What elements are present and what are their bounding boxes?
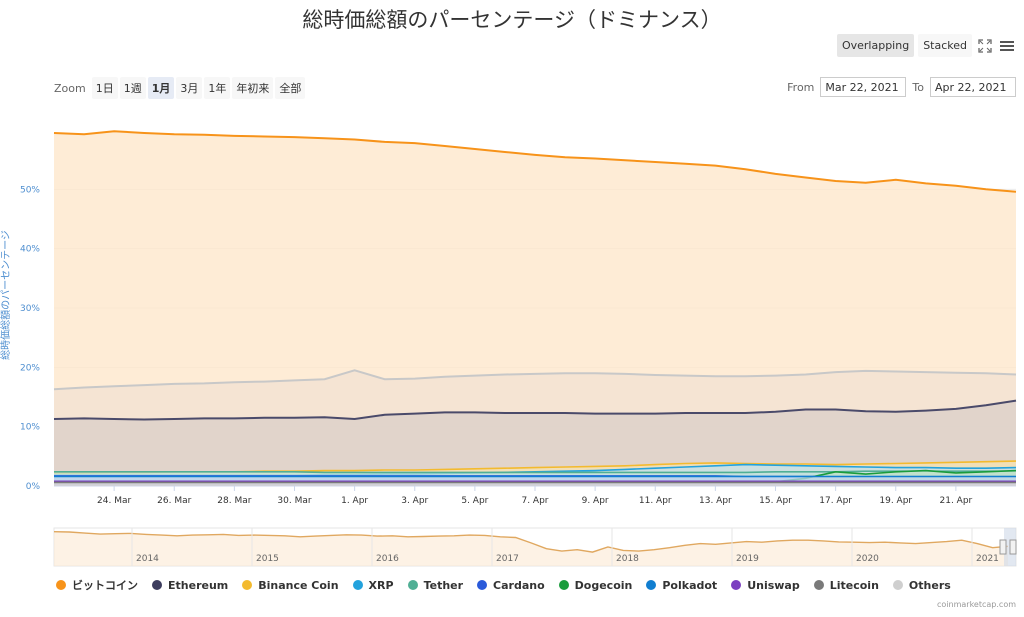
x-tick-label: 17. Apr bbox=[819, 496, 852, 506]
legend: ビットコイン Ethereum Binance Coin XRP Tether Carda… bbox=[56, 577, 951, 593]
x-tick-label: 3. Apr bbox=[401, 496, 428, 506]
legend-label: Others bbox=[908, 578, 951, 592]
legend-item[interactable]: Dogecoin bbox=[558, 577, 633, 593]
zoom-1y-button[interactable]: 1年 bbox=[204, 77, 231, 99]
legend-item[interactable]: Tether bbox=[407, 577, 464, 593]
x-tick-label: 26. Mar bbox=[157, 496, 191, 506]
legend-dot-icon bbox=[558, 580, 569, 590]
x-tick-label: 5. Apr bbox=[461, 496, 488, 506]
x-tick-label: 19. Apr bbox=[879, 496, 912, 506]
navigator-handle-right[interactable] bbox=[1009, 539, 1017, 555]
legend-dot-icon bbox=[56, 580, 66, 590]
chart-toolbar: Overlapping Stacked bbox=[836, 34, 1016, 57]
date-range: From To bbox=[787, 77, 1016, 97]
legend-dot-icon bbox=[731, 580, 742, 590]
legend-label: Polkadot bbox=[662, 578, 718, 592]
series-areas bbox=[53, 130, 1017, 486]
fullscreen-icon[interactable] bbox=[976, 37, 994, 55]
y-tick-label: 10% bbox=[20, 423, 40, 433]
legend-item[interactable]: ビットコイン bbox=[56, 577, 138, 593]
series-line[interactable] bbox=[53, 130, 1017, 193]
x-tick-label: 24. Mar bbox=[97, 496, 131, 506]
legend-dot-icon bbox=[352, 580, 363, 590]
series-line[interactable] bbox=[54, 470, 1016, 474]
menu-icon[interactable] bbox=[998, 37, 1016, 55]
navigator-tick-label: 2020 bbox=[856, 554, 879, 564]
zoom-ytd-button[interactable]: 年初来 bbox=[232, 77, 274, 99]
zoom-1w-button[interactable]: 1週 bbox=[119, 77, 146, 99]
zoom-1d-button[interactable]: 1日 bbox=[91, 77, 118, 99]
series-area bbox=[54, 482, 1016, 486]
x-axis-ticks: 24. Mar 26. Mar 28. Mar 30. Mar 1. Apr 3. Apr… bbox=[97, 486, 973, 506]
legend-item[interactable]: XRP bbox=[352, 577, 394, 593]
y-tick-label: 30% bbox=[20, 304, 40, 314]
legend-item[interactable]: Litecoin bbox=[813, 577, 879, 593]
x-tick-label: 9. Apr bbox=[582, 496, 609, 506]
navigator[interactable]: 2014 2015 2016 2017 2018 2019 2020 2021 bbox=[53, 527, 1017, 567]
x-tick-label: 13. Apr bbox=[699, 496, 732, 506]
zoom-1m-button[interactable]: 1月 bbox=[147, 77, 175, 99]
legend-dot-icon bbox=[407, 580, 418, 590]
y-axis-label: 総時価総額のパーセンテージ bbox=[0, 230, 12, 360]
x-tick-label: 28. Mar bbox=[217, 496, 251, 506]
navigator-tick-label: 2015 bbox=[256, 554, 279, 564]
credit-text: coinmarketcap.com bbox=[937, 600, 1016, 609]
legend-item[interactable]: Others bbox=[892, 577, 951, 593]
legend-label: Cardano bbox=[493, 578, 545, 592]
y-tick-label: 0% bbox=[26, 482, 41, 492]
from-label: From bbox=[787, 80, 815, 94]
to-date-input[interactable] bbox=[930, 77, 1016, 97]
zoom-label: Zoom bbox=[54, 81, 86, 95]
x-tick-label: 30. Mar bbox=[277, 496, 311, 506]
x-tick-label: 7. Apr bbox=[521, 496, 548, 506]
navigator-tick-label: 2017 bbox=[496, 554, 519, 564]
navigator-line bbox=[53, 531, 1009, 553]
zoom-all-button[interactable]: 全部 bbox=[275, 77, 306, 99]
legend-dot-icon bbox=[242, 580, 253, 590]
from-date-input[interactable] bbox=[820, 77, 907, 97]
legend-label: Litecoin bbox=[829, 578, 879, 592]
legend-dot-icon bbox=[892, 580, 903, 590]
x-tick-label: 11. Apr bbox=[639, 496, 672, 506]
legend-item[interactable]: Polkadot bbox=[646, 577, 717, 593]
legend-item[interactable]: Ethereum bbox=[152, 577, 228, 593]
legend-label: Uniswap bbox=[747, 578, 800, 592]
navigator-tick-label: 2019 bbox=[736, 554, 759, 564]
y-tick-label: 50% bbox=[20, 185, 40, 195]
legend-dot-icon bbox=[646, 580, 657, 590]
navigator-tick-label: 2018 bbox=[616, 554, 639, 564]
legend-label: Tether bbox=[423, 578, 464, 592]
navigator-tick-label: 2021 bbox=[976, 554, 999, 564]
legend-label: XRP bbox=[368, 578, 394, 592]
legend-item[interactable]: Binance Coin bbox=[242, 577, 339, 593]
zoom-3m-button[interactable]: 3月 bbox=[176, 77, 203, 99]
chart-title: 総時価総額のパーセンテージ（ドミナンス） bbox=[302, 8, 722, 32]
x-tick-label: 1. Apr bbox=[341, 496, 368, 506]
navigator-area bbox=[54, 531, 1008, 566]
x-tick-label: 15. Apr bbox=[759, 496, 792, 506]
y-tick-label: 20% bbox=[20, 363, 40, 373]
navigator-tick-label: 2016 bbox=[376, 554, 399, 564]
navigator-tick-label: 2014 bbox=[136, 554, 159, 564]
dominance-chart: 0% 10% 20% 30% 40% 50% 24. Mar 26. Mar 28. Mar 3… bbox=[0, 130, 1017, 567]
legend-dot-icon bbox=[477, 580, 488, 590]
overlapping-button[interactable]: Overlapping bbox=[836, 34, 915, 57]
stacked-button[interactable]: Stacked bbox=[918, 34, 972, 57]
y-axis-ticks: 0% 10% 20% 30% 40% 50% bbox=[20, 185, 40, 492]
legend-dot-icon bbox=[152, 580, 162, 590]
x-tick-label: 21. Apr bbox=[940, 496, 973, 506]
legend-label: Ethereum bbox=[168, 578, 229, 592]
legend-label: Binance Coin bbox=[258, 578, 339, 592]
series-line[interactable] bbox=[53, 399, 1017, 421]
legend-label: Dogecoin bbox=[574, 578, 633, 592]
legend-dot-icon bbox=[813, 580, 824, 590]
y-tick-label: 40% bbox=[20, 245, 40, 255]
legend-item[interactable]: Cardano bbox=[477, 577, 545, 593]
series-line[interactable] bbox=[53, 369, 1017, 391]
to-label: To bbox=[912, 80, 924, 94]
legend-label: ビットコイン bbox=[72, 579, 138, 592]
zoom-selector: Zoom 1日 1週 1月 3月 1年 年初来 全部 bbox=[54, 77, 306, 99]
navigator-handle-left[interactable] bbox=[999, 539, 1007, 555]
legend-item[interactable]: Uniswap bbox=[731, 577, 800, 593]
